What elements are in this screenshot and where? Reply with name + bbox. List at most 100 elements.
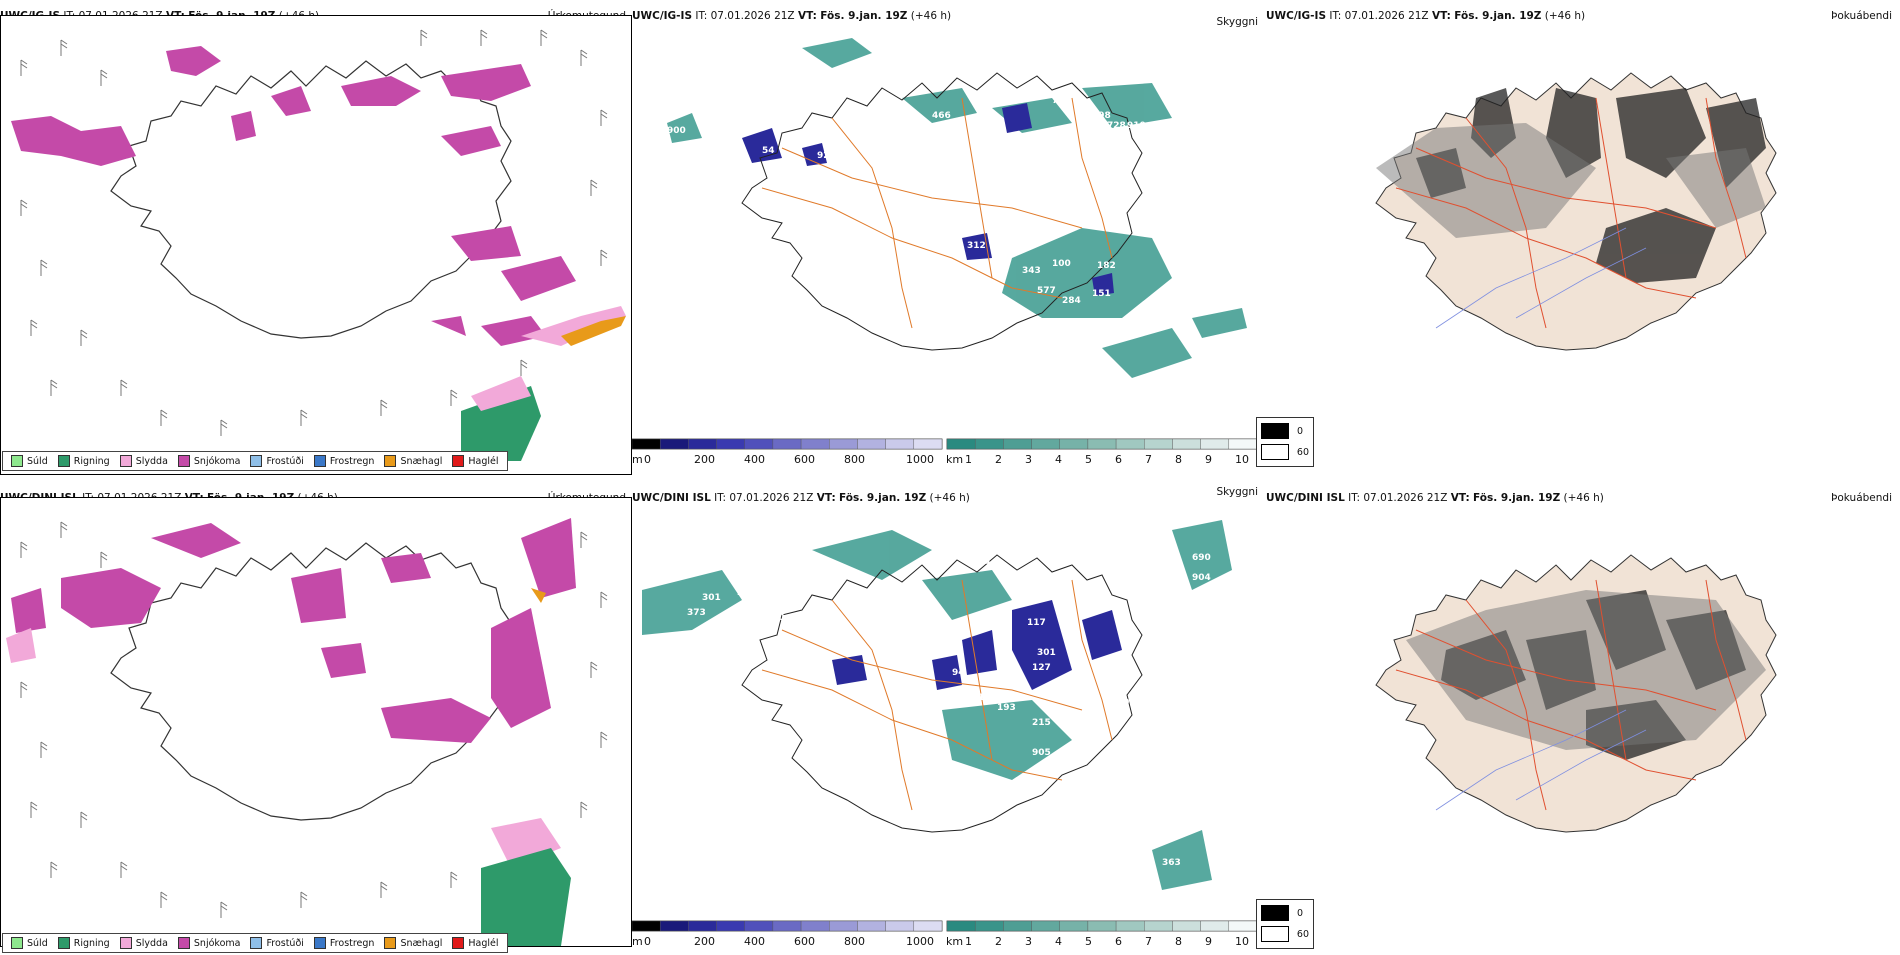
cloud-label: 904	[1192, 573, 1211, 583]
legend-swatch	[177, 937, 190, 949]
colorbar-cell	[1115, 920, 1145, 932]
cloud-label: 207	[1087, 728, 1106, 738]
cloud-label: 917	[1192, 598, 1211, 608]
colorbar-svg: m 0 200 400 600 800 1000 km 1 2 3 4 5 6 …	[632, 438, 1258, 466]
visibility-tick: 2	[995, 453, 1002, 466]
visibility-tick: 9	[1205, 935, 1212, 948]
shade-legend: 0 60	[1256, 899, 1314, 949]
cloud-label: 924	[1122, 69, 1141, 79]
cloud-label: 790	[787, 59, 806, 69]
clouds-map-svg: 790 900 186 426 200 271 54 92 466 743 79…	[632, 28, 1262, 438]
legend-item-hagl: Haglél	[452, 937, 499, 949]
colorbar-cell	[857, 920, 886, 932]
legend-item-rigning: Rigning	[57, 455, 110, 467]
cloud-label: 285	[752, 603, 771, 613]
shadow-panel-row2: UWC/DINI ISL IT: 07.01.2026 21Z VT: Fös.…	[1256, 490, 1896, 955]
colorbar-cell	[688, 438, 717, 450]
colorbar-cell	[885, 920, 915, 932]
cloud-label: 338	[1112, 683, 1131, 693]
colorbar-cell	[974, 920, 1004, 932]
visibility-tick: 6	[1115, 935, 1122, 948]
cloud-base-tick: 600	[794, 453, 815, 466]
visibility-unit: km	[946, 453, 963, 466]
visibility-tick: 7	[1145, 935, 1152, 948]
cloud-label: 186	[732, 121, 751, 131]
colorbar-cell	[1172, 920, 1201, 932]
legend-swatch	[250, 455, 263, 467]
legend-swatch	[11, 937, 23, 949]
cloud-label: 798	[1092, 111, 1111, 121]
colorbar-cell	[1228, 438, 1258, 450]
precip-map	[0, 15, 632, 475]
cloud-label: 91	[762, 558, 775, 568]
cloud-base-tick: 200	[694, 935, 715, 948]
cloud-colorbars: m 0 200 400 600 800 1000 km 1 2 3 4 5 6 …	[632, 919, 1262, 949]
cloud-label: 466	[932, 111, 951, 121]
colorbar-cell	[1031, 920, 1060, 932]
cloud-label: 230	[737, 588, 756, 598]
cloud-label: 40	[772, 613, 785, 623]
legend-swatch	[452, 937, 465, 949]
colorbar-cell	[829, 438, 858, 450]
shadow-map-svg	[1266, 28, 1896, 468]
visibility-tick: 5	[1085, 453, 1092, 466]
colorbar-cell	[913, 920, 943, 932]
cloud-label: 728	[1107, 121, 1126, 131]
legend-swatch	[313, 937, 326, 949]
colorbar-cell	[716, 920, 745, 932]
visibility-tick: 4	[1055, 935, 1062, 948]
cloud-label: 72	[922, 598, 935, 608]
colorbar-cell	[772, 920, 802, 932]
colorbar-cell	[632, 438, 661, 450]
cloud-label: 297	[1117, 698, 1136, 708]
colorbar-svg: m 0 200 400 600 800 1000 km 1 2 3 4 5 6 …	[632, 920, 1258, 948]
visibility-tick: 3	[1025, 453, 1032, 466]
visibility-tick: 4	[1055, 453, 1062, 466]
cloud-label: 343	[1022, 266, 1041, 276]
visibility-tick: 6	[1115, 453, 1122, 466]
legend-swatch	[177, 455, 190, 467]
panel-name: Skyggni	[1216, 486, 1259, 498]
cloud-label: 301	[1037, 648, 1056, 658]
clouds-map: 790 900 186 426 200 271 54 92 466 743 79…	[632, 28, 1262, 438]
colorbar-cell	[885, 438, 915, 450]
cloud-base-tick: 800	[844, 935, 865, 948]
shade-legend-item: 60	[1261, 444, 1309, 460]
precip-map-svg	[1, 16, 631, 474]
cloud-label: 193	[997, 703, 1016, 713]
cloud-label: 271	[757, 96, 776, 106]
colorbar-cell	[1059, 920, 1089, 932]
visibility-tick: 3	[1025, 935, 1032, 948]
colorbar-cell	[1003, 920, 1032, 932]
precip-legend: Súld Rigning Slydda Snjókoma Frostúði Fr…	[2, 933, 508, 953]
visibility-tick: 7	[1145, 453, 1152, 466]
shade-legend-item: 0	[1261, 423, 1309, 439]
cloud-label: 117	[972, 693, 991, 703]
colorbar-cell	[1144, 438, 1173, 450]
panel-name: Þokuábendi	[1831, 10, 1892, 22]
cloud-label: 184	[972, 558, 991, 568]
cloud-label-group: 203 91 301 230 373 285 386 40 72 184 270…	[687, 548, 1211, 868]
colorbar-cell	[1087, 438, 1117, 450]
cloud-label: 284	[1062, 296, 1081, 306]
visibility-unit: km	[946, 935, 963, 948]
colorbar-cell	[946, 438, 976, 450]
colorbar-cell	[800, 438, 830, 450]
precip-panel-row1: UWC/IG-IS IT: 07.01.2026 21Z VT: Fös. 9.…	[0, 8, 632, 475]
colorbar-cell	[1059, 438, 1089, 450]
legend-swatch	[1261, 444, 1289, 460]
cloud-base-colorbar	[632, 920, 943, 932]
visibility-tick: 5	[1085, 935, 1092, 948]
legend-item-frostregn: Frostregn	[313, 937, 374, 949]
cloud-label: 426	[682, 141, 701, 151]
legend-item-frostudi: Frostúði	[250, 937, 304, 949]
shade-legend: 0 60	[1256, 417, 1314, 467]
panel-title: UWC/DINI ISL IT: 07.01.2026 21Z VT: Fös.…	[1266, 492, 1604, 504]
legend-item-snjokoma: Snjókoma	[177, 937, 240, 949]
cloud-base-tick: 0	[644, 935, 651, 948]
colorbar-cell	[1115, 438, 1145, 450]
legend-swatch	[452, 455, 465, 467]
precip-map	[0, 497, 632, 947]
cloud-label: 100	[1052, 259, 1071, 269]
cloud-label: 117	[1027, 618, 1046, 628]
